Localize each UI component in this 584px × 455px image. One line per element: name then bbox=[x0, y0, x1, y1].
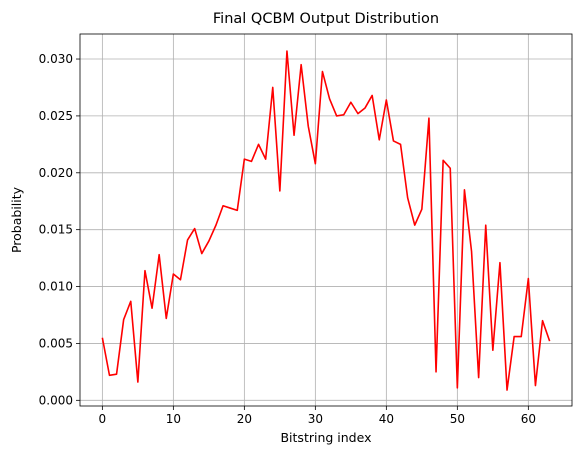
x-tick-label: 60 bbox=[521, 412, 536, 426]
y-tick-label: 0.030 bbox=[39, 52, 73, 66]
x-tick-label: 30 bbox=[308, 412, 323, 426]
y-tick-label: 0.020 bbox=[39, 166, 73, 180]
x-tick-label: 20 bbox=[237, 412, 252, 426]
plot-frame bbox=[79, 33, 573, 407]
x-tick-label: 0 bbox=[99, 412, 107, 426]
x-tick-label: 50 bbox=[450, 412, 465, 426]
chart-title: Final QCBM Output Distribution bbox=[213, 11, 439, 27]
y-tick-label: 0.025 bbox=[39, 109, 73, 123]
y-axis-label: Probability bbox=[9, 186, 24, 253]
x-axis-label: Bitstring index bbox=[280, 430, 371, 445]
y-tick-label: 0.005 bbox=[39, 336, 73, 350]
tick-layer: 0 10 20 30 40 50 60 0.000 0.005 0.010 0.015 0.020 0.… bbox=[39, 52, 536, 426]
series-layer bbox=[101, 50, 551, 391]
y-tick-label: 0.000 bbox=[39, 393, 73, 407]
x-tick-label: 40 bbox=[379, 412, 394, 426]
series-line-0 bbox=[101, 50, 551, 391]
y-tick-label: 0.015 bbox=[39, 223, 73, 237]
grid-layer bbox=[80, 34, 572, 406]
y-tick-label: 0.010 bbox=[39, 280, 73, 294]
x-tick-label: 10 bbox=[166, 412, 181, 426]
